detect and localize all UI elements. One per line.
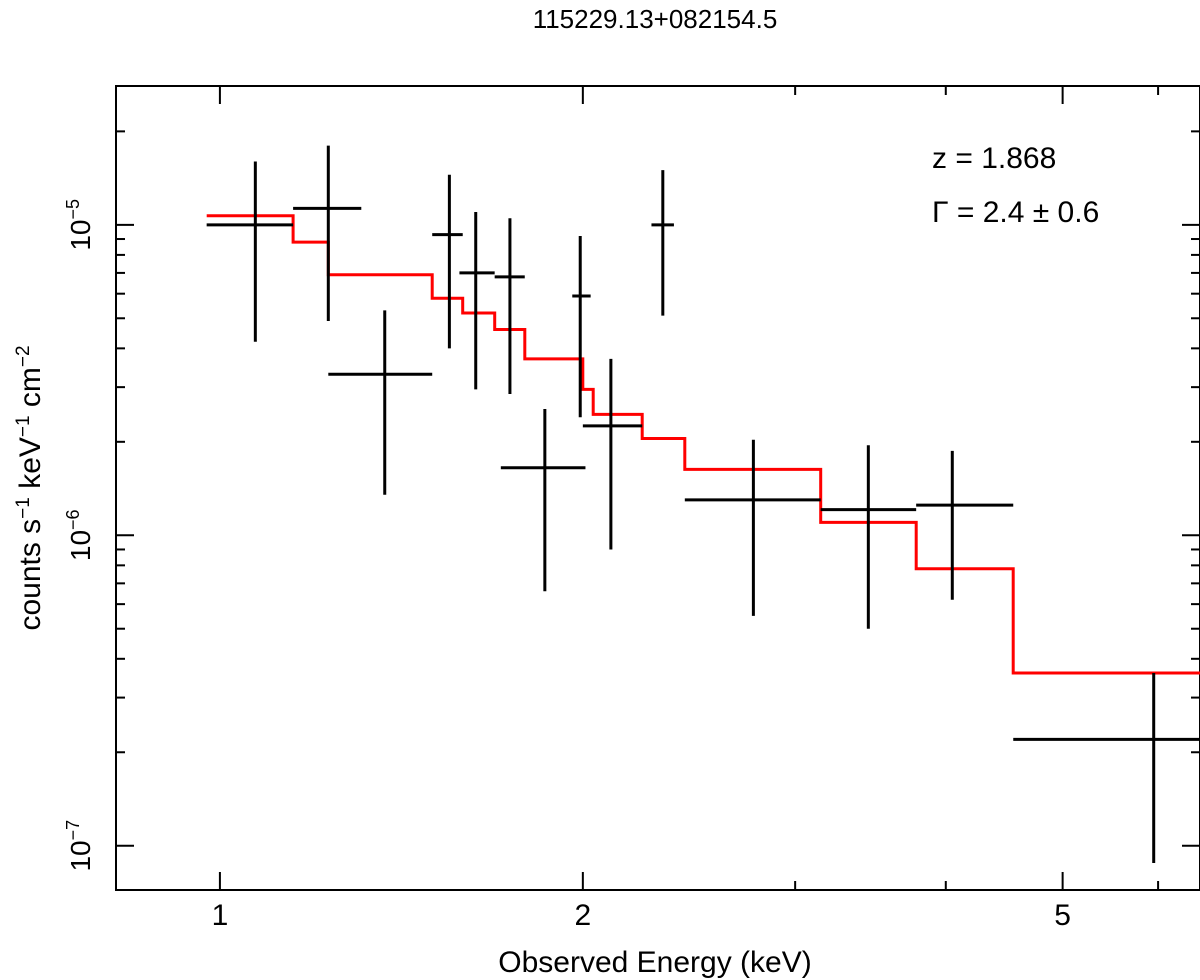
- data-point: [916, 450, 1014, 600]
- y-tick-base: 10: [65, 530, 96, 561]
- major-ticks: [116, 86, 1200, 890]
- model-series: [206, 214, 1200, 675]
- y-tick-base: 10: [65, 220, 96, 251]
- y-axis-label-exp1: −1: [13, 497, 34, 519]
- minor-ticks: [116, 86, 1200, 890]
- data-point: [494, 218, 525, 395]
- y-tick-label: 10−5: [63, 199, 96, 251]
- y-axis-label-mid: keV: [14, 437, 47, 497]
- x-tick-labels: 1 2 5: [212, 899, 1071, 932]
- y-axis-label-exp2: −1: [13, 415, 34, 437]
- y-tick-exponent: −5: [63, 199, 83, 220]
- data-point: [1013, 673, 1200, 863]
- data-point: [500, 409, 586, 592]
- data-point: [328, 310, 433, 495]
- chart-title: 115229.13+082154.5: [533, 4, 778, 34]
- x-tick-label: 1: [212, 899, 229, 932]
- y-tick-label: 10−7: [63, 820, 96, 872]
- photon-index-annotation: Γ = 2.4 ± 0.6: [932, 196, 1099, 229]
- data-point: [820, 445, 917, 629]
- x-tick-label: 2: [575, 899, 592, 932]
- data-point: [582, 358, 643, 550]
- data-series: [206, 145, 1200, 863]
- plot-frame: [115, 85, 1200, 891]
- data-point: [651, 170, 674, 316]
- y-tick-exponent: −7: [63, 820, 83, 841]
- data-point: [432, 174, 463, 349]
- y-tick-exponent: −6: [63, 509, 83, 530]
- x-axis-label: Observed Energy (keV): [498, 946, 811, 979]
- y-axis-label-end: cm: [14, 367, 47, 415]
- data-point: [684, 439, 821, 616]
- model-step-line: [206, 214, 1200, 675]
- y-axis-label: counts s−1 keV−1 cm−2: [13, 345, 47, 630]
- x-tick-label: 5: [1054, 899, 1071, 932]
- data-point: [293, 145, 362, 321]
- y-tick-labels: 10−510−610−7: [63, 199, 96, 872]
- y-axis-label-exp3: −2: [13, 345, 34, 367]
- data-point: [206, 161, 294, 342]
- redshift-annotation: z = 1.868: [932, 142, 1056, 175]
- data-point: [459, 211, 495, 390]
- y-tick-label: 10−6: [63, 509, 96, 561]
- y-tick-base: 10: [65, 840, 96, 871]
- y-axis-label-main: counts s: [14, 519, 47, 631]
- data-point: [572, 236, 591, 418]
